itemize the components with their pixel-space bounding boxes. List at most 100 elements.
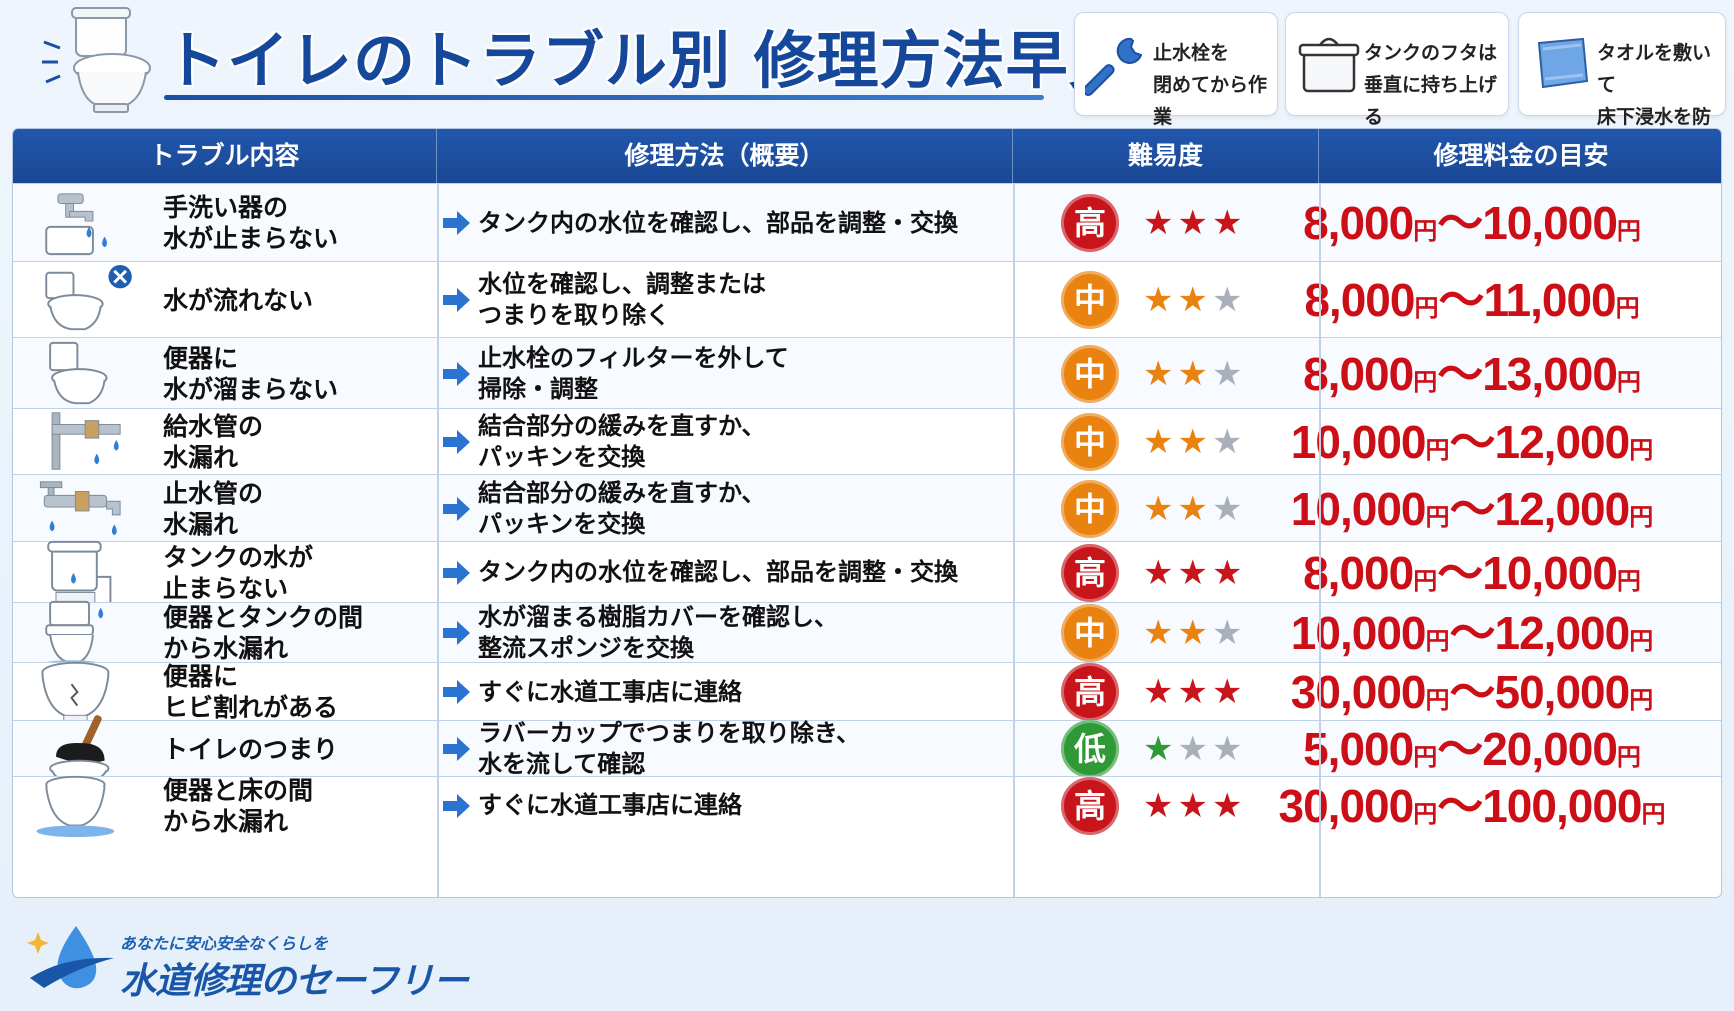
difficulty-badge: 高 bbox=[1061, 543, 1119, 602]
table-row: トイレのつまり ラバーカップでつまりを取り除き、 水を流して確認低 ★★★ 5,000… bbox=[13, 715, 1721, 784]
star-icon: ★ bbox=[1211, 552, 1247, 593]
column-divider bbox=[437, 183, 439, 897]
price-tilde: 〜 bbox=[1437, 197, 1483, 249]
tip-card-tank-lid: タンクのフタは 垂直に持ち上げる bbox=[1285, 12, 1509, 128]
table-row: タンクの水が 止まらない タンク内の水位を確認し、部品を調整・交換高 ★★★ 8,00… bbox=[13, 540, 1721, 607]
yen-unit: 円 bbox=[1413, 744, 1438, 771]
price-to: 20,000 bbox=[1482, 723, 1618, 775]
price-tilde: 〜 bbox=[1437, 546, 1483, 599]
star-icon: ★ bbox=[1211, 422, 1247, 462]
price-to: 50,000 bbox=[1494, 666, 1631, 718]
difficulty-badge: 中 bbox=[1061, 271, 1119, 329]
trouble-label: 止水管の 水漏れ bbox=[163, 478, 264, 539]
price-range: 8,000円〜11,000円 bbox=[1203, 274, 1721, 335]
price-tilde: 〜 bbox=[1438, 274, 1484, 326]
table-row: 便器とタンクの間 から水漏れ 水が溜まる樹脂カバーを確認し、 整流スポンジを交換 中… bbox=[13, 600, 1721, 668]
toilet-icon bbox=[49, 341, 108, 404]
price-tilde: 〜 bbox=[1449, 416, 1496, 468]
price-range: 10,000円〜12,000円 bbox=[1203, 416, 1721, 477]
footer-brand: 水道修理のセーフリー bbox=[120, 961, 469, 1002]
star-icon: ★ bbox=[1143, 552, 1178, 593]
price-to: 12,000 bbox=[1494, 416, 1631, 468]
table-row: 給水管の 水漏れ 結合部分の緩みを直すか、 パッキンを交換中 ★★★ 10,000円〜… bbox=[13, 408, 1721, 474]
price-to: 12,000 bbox=[1494, 607, 1631, 659]
header-trouble: トラブル内容 bbox=[13, 129, 437, 183]
star-icon: ★ bbox=[1177, 552, 1212, 593]
water-drop-logo-icon bbox=[27, 926, 114, 989]
difficulty-badge: 中 bbox=[1061, 604, 1119, 662]
star-icon: ★ bbox=[1211, 785, 1247, 826]
trouble-label: タンクの水が 止まらない bbox=[163, 542, 314, 603]
yen-unit: 円 bbox=[1425, 503, 1450, 531]
method-text: ラバーカップでつまりを取り除き、 水を流して確認 bbox=[478, 719, 861, 778]
star-icon: ★ bbox=[1177, 353, 1212, 394]
star-icon: ★ bbox=[1177, 672, 1212, 712]
difficulty-stars: ★★★ bbox=[1143, 613, 1246, 653]
arrow-right-icon bbox=[443, 430, 470, 454]
arrow-right-icon bbox=[443, 361, 470, 386]
star-icon: ★ bbox=[1143, 785, 1178, 826]
star-icon: ★ bbox=[1211, 672, 1247, 712]
star-icon: ★ bbox=[1177, 422, 1212, 462]
yen-unit: 円 bbox=[1616, 744, 1641, 771]
difficulty-stars: ★★★ bbox=[1143, 786, 1246, 826]
difficulty-badge: 高 bbox=[1061, 663, 1119, 721]
yen-unit: 円 bbox=[1629, 628, 1654, 655]
difficulty-stars: ★★★ bbox=[1143, 672, 1246, 712]
toilet-icon bbox=[42, 7, 151, 113]
tip-card-stopcock: 止水栓を 閉めてから作業 bbox=[1074, 12, 1278, 128]
table-row: 便器と床の間 から水漏れ すぐに水道工事店に連絡高 ★★★ 30,000円〜100,0… bbox=[13, 775, 1721, 837]
difficulty-badge: 中 bbox=[1061, 344, 1119, 403]
price-from: 30,000 bbox=[1290, 666, 1427, 718]
method-text: タンク内の水位を確認し、部品を調整・交換 bbox=[478, 208, 958, 237]
star-icon: ★ bbox=[1143, 203, 1178, 243]
yen-unit: 円 bbox=[1413, 218, 1438, 245]
yen-unit: 円 bbox=[1414, 295, 1439, 322]
price-from: 8,000 bbox=[1303, 546, 1414, 599]
table-row: 便器に 水が溜まらない 止水栓のフィルターを外して 掃除・調整中 ★★★ 8,000円… bbox=[13, 337, 1721, 408]
arrow-right-icon bbox=[443, 560, 470, 585]
footer-catchphrase: あなたに安心安全なくらしを bbox=[120, 934, 329, 953]
yen-unit: 円 bbox=[1616, 567, 1641, 595]
price-from: 8,000 bbox=[1304, 274, 1415, 326]
column-divider bbox=[1319, 183, 1321, 897]
price-from: 10,000 bbox=[1290, 607, 1427, 659]
header: トイレのトラブル別 修理方法早見表 止水栓を 閉めてから作業 タンクのフタは 垂… bbox=[0, 0, 1734, 160]
star-icon: ★ bbox=[1211, 488, 1247, 529]
arrow-right-icon bbox=[443, 621, 470, 645]
price-to: 10,000 bbox=[1482, 197, 1618, 249]
method-text: タンク内の水位を確認し、部品を調整・交換 bbox=[478, 558, 958, 586]
star-icon: ★ bbox=[1177, 729, 1212, 769]
header-difficulty: 難易度 bbox=[1013, 129, 1319, 183]
trouble-label: 水が流れない bbox=[163, 285, 314, 315]
table-header: トラブル内容 修理方法（概要） 難易度 修理料金の目安 bbox=[13, 129, 1721, 183]
star-icon: ★ bbox=[1143, 488, 1178, 529]
price-to: 12,000 bbox=[1494, 482, 1631, 535]
difficulty-stars: ★★★ bbox=[1143, 280, 1246, 320]
star-icon: ★ bbox=[1143, 353, 1178, 394]
page-title: トイレのトラブル別 修理方法早見表 bbox=[164, 24, 1195, 97]
method-text: 結合部分の緩みを直すか、 パッキンを交換 bbox=[478, 478, 766, 538]
yen-unit: 円 bbox=[1413, 567, 1438, 595]
arrow-right-icon bbox=[443, 496, 470, 521]
price-range: 8,000円〜10,000円 bbox=[1203, 197, 1721, 258]
floor-leak-icon bbox=[36, 775, 115, 837]
tank-lid-icon bbox=[1298, 37, 1360, 93]
star-icon: ★ bbox=[1177, 613, 1212, 653]
pipe-leak-icon bbox=[51, 412, 121, 470]
star-icon: ★ bbox=[1211, 280, 1247, 320]
trouble-label: 手洗い器の 水が止まらない bbox=[163, 193, 339, 253]
price-tilde: 〜 bbox=[1449, 607, 1496, 659]
star-icon: ★ bbox=[1177, 488, 1212, 529]
header-price: 修理料金の目安 bbox=[1433, 141, 1609, 170]
yen-unit: 円 bbox=[1629, 687, 1654, 714]
star-icon: ★ bbox=[1143, 422, 1178, 462]
table-row: 便器に ヒビ割れがある すぐに水道工事店に連絡高 ★★★ 30,000円〜50,000… bbox=[13, 661, 1721, 724]
difficulty-stars: ★★★ bbox=[1143, 354, 1246, 394]
arrow-right-icon bbox=[443, 680, 470, 704]
price-to: 10,000 bbox=[1482, 546, 1618, 599]
price-from: 10,000 bbox=[1290, 416, 1427, 468]
price-range: 30,000円〜100,000円 bbox=[1203, 780, 1721, 841]
method-text: 水位を確認し、調整または つまりを取り除く bbox=[478, 270, 766, 329]
star-icon: ★ bbox=[1143, 613, 1178, 653]
